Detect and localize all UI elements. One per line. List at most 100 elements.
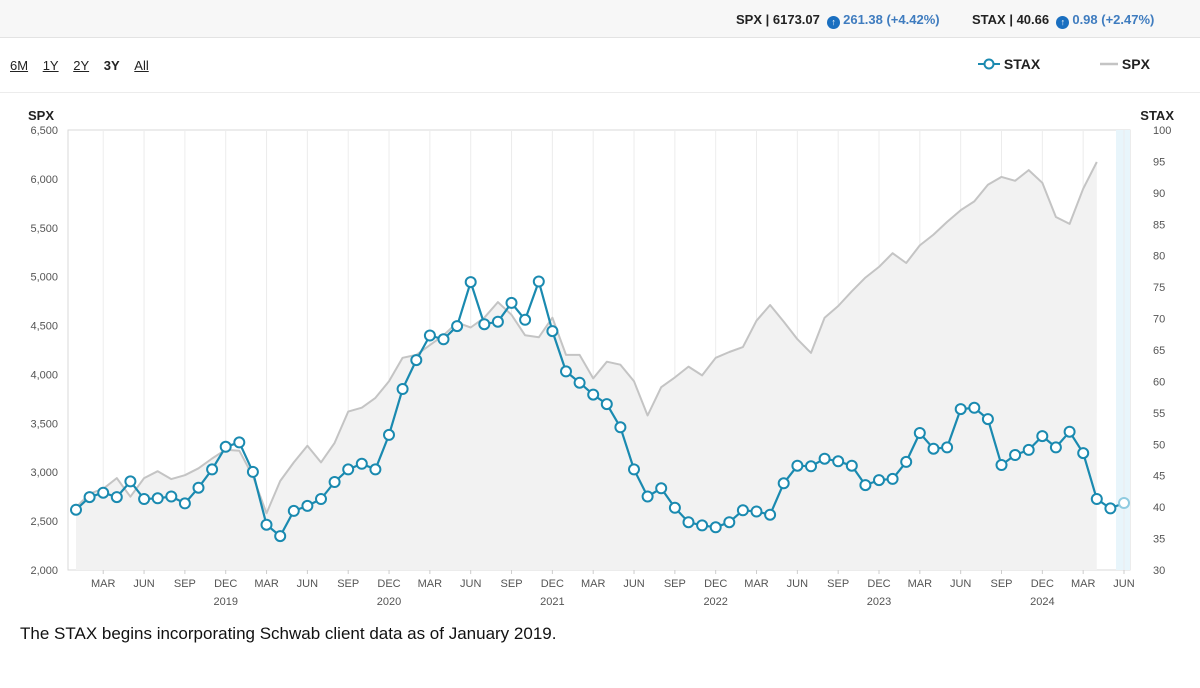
- stax-data-point: [941, 441, 954, 454]
- right-axis-tick-label: 85: [1153, 219, 1165, 231]
- right-axis-tick-label: 50: [1153, 439, 1165, 451]
- x-axis-tick-label: MAR: [91, 578, 116, 590]
- stax-data-point: [736, 504, 749, 517]
- stax-data-point: [859, 479, 872, 492]
- right-axis-tick-label: 45: [1153, 471, 1165, 483]
- stax-data-point: [301, 499, 314, 512]
- x-axis-year-label: 2019: [213, 596, 237, 608]
- stax-data-point: [954, 403, 967, 416]
- stax-ticker: STAX | 40.66 ↑ 0.98 (+2.47%): [972, 12, 1154, 29]
- stax-data-point: [451, 320, 464, 333]
- header-divider: [0, 92, 1200, 93]
- right-axis-tick-label: 90: [1153, 188, 1165, 200]
- x-axis-tick-label: SEP: [664, 578, 686, 590]
- stax-data-point: [723, 516, 736, 529]
- x-axis-tick-label: JUN: [623, 578, 644, 590]
- stax-data-point: [818, 452, 831, 465]
- stax-data-point: [845, 459, 858, 472]
- x-axis-year-label: 2021: [540, 596, 564, 608]
- right-axis-tick-label: 30: [1153, 565, 1165, 577]
- right-axis-tick-label: 95: [1153, 156, 1165, 168]
- stax-data-point: [383, 428, 395, 441]
- stax-data-point: [178, 497, 191, 510]
- stax-data-point: [437, 333, 450, 346]
- stax-data-point: [981, 413, 994, 426]
- stax-data-point: [614, 421, 627, 434]
- x-axis-tick-label: MAR: [581, 578, 606, 590]
- stax-data-point: [519, 313, 532, 326]
- right-axis-tick-label: 40: [1153, 502, 1165, 514]
- stax-data-point: [587, 388, 600, 401]
- range-button-6m[interactable]: 6M: [10, 58, 29, 73]
- spx-legend-line-icon: [1100, 62, 1118, 66]
- chart-caption: The STAX begins incorporating Schwab cli…: [20, 624, 557, 643]
- stax-data-point: [1104, 502, 1117, 515]
- stax-data-point: [696, 519, 709, 532]
- left-axis-tick-label: 3,000: [30, 467, 58, 479]
- left-axis-tick-label: 2,000: [30, 565, 58, 577]
- spx-ticker-label: SPX | 6173.07: [736, 12, 820, 27]
- x-axis-tick-label: JUN: [460, 578, 481, 590]
- right-axis-tick-label: 55: [1153, 408, 1165, 420]
- x-axis-tick-label: JUN: [133, 578, 154, 590]
- stax-data-point: [124, 475, 137, 488]
- stax-data-point: [573, 376, 586, 389]
- stax-data-point: [1009, 449, 1022, 461]
- stax-data-point: [138, 493, 151, 505]
- x-axis-tick-label: JUN: [1113, 578, 1134, 590]
- range-button-3y[interactable]: 3Y: [103, 58, 120, 73]
- right-axis-tick-label: 35: [1153, 534, 1165, 546]
- stax-data-point: [423, 329, 436, 342]
- stax-data-point: [655, 482, 668, 495]
- x-axis-tick-label: DEC: [704, 578, 727, 590]
- stax-spx-chart[interactable]: 2,000 2,500 3,000 3,500 4,000 4,500 5,000 5,500…: [0, 0, 1200, 620]
- range-button-1y[interactable]: 1Y: [42, 58, 59, 73]
- stax-data-point: [805, 460, 817, 473]
- stax-data-point: [750, 505, 763, 518]
- stax-data-point: [1118, 497, 1130, 509]
- stax-data-point: [668, 501, 681, 514]
- stax-data-point: [1077, 447, 1090, 460]
- range-button-2y[interactable]: 2Y: [73, 58, 90, 73]
- spx-ticker-change: 261.38 (+4.42%): [843, 12, 940, 27]
- left-axis-tick-label: 4,500: [30, 321, 58, 333]
- ticker-bar: [0, 0, 1200, 38]
- stax-data-point: [913, 427, 926, 439]
- x-axis-year-label: 2020: [377, 596, 401, 608]
- x-axis-tick-label: DEC: [1031, 578, 1054, 590]
- stax-data-point: [97, 486, 110, 499]
- spx-area: [76, 162, 1097, 570]
- stax-data-point: [764, 508, 777, 521]
- x-axis-tick-label: DEC: [867, 578, 890, 590]
- stax-data-point: [246, 465, 259, 478]
- x-axis-tick-label: DEC: [214, 578, 237, 590]
- arrow-up-circle-icon: ↑: [827, 16, 841, 29]
- stax-data-point: [968, 401, 981, 414]
- x-axis-tick-label: SEP: [501, 578, 523, 590]
- stax-data-point: [70, 503, 82, 516]
- stax-data-point: [342, 463, 355, 476]
- x-axis-tick-label: JUN: [297, 578, 318, 590]
- left-axis-tick-label: 5,500: [30, 223, 58, 235]
- legend-item-stax[interactable]: STAX: [978, 56, 1040, 72]
- stax-data-point: [260, 518, 273, 531]
- stax-data-point: [1090, 493, 1103, 505]
- range-button-all[interactable]: All: [134, 58, 149, 73]
- legend-item-spx[interactable]: SPX: [1100, 56, 1150, 72]
- stax-data-point: [110, 491, 123, 504]
- stax-data-point: [682, 516, 695, 529]
- stax-data-point: [1036, 430, 1049, 443]
- stax-data-point: [396, 383, 409, 395]
- stax-data-point: [832, 455, 845, 468]
- stax-data-point: [165, 490, 178, 503]
- x-axis-tick-label: SEP: [990, 578, 1012, 590]
- left-axis-title: SPX: [28, 108, 55, 123]
- x-axis-tick-label: MAR: [908, 578, 933, 590]
- time-range-selector: 6M 1Y 2Y 3Y All: [10, 58, 160, 73]
- stax-data-point: [927, 442, 940, 455]
- x-axis-tick-label: DEC: [541, 578, 564, 590]
- stax-data-point: [886, 472, 899, 485]
- right-axis-tick-label: 60: [1153, 376, 1165, 388]
- stax-data-point: [641, 490, 654, 503]
- spx-ticker: SPX | 6173.07 ↑ 261.38 (+4.42%): [736, 12, 940, 29]
